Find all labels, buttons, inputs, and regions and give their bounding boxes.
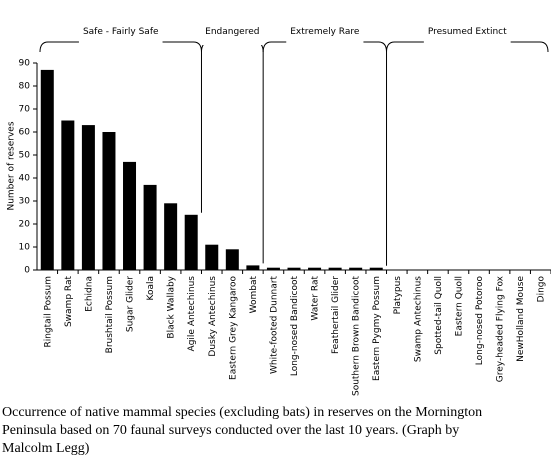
bar	[81, 125, 95, 270]
x-tick-label: Black Wallaby	[167, 275, 177, 338]
x-tick-label: Platypus	[393, 276, 403, 315]
bar	[266, 267, 280, 270]
x-tick-label: White-footed Dunnart	[269, 276, 279, 374]
x-tick-label: Feathertail Glider	[331, 276, 341, 354]
y-tick-label: 70	[19, 105, 31, 115]
bar	[246, 265, 260, 270]
bar	[225, 249, 239, 270]
x-tick-label: Eastern Quoll	[454, 276, 464, 336]
x-tick-label: NewHolland Mouse	[516, 276, 526, 362]
x-tick-label: Spotted-tail Quoll	[434, 276, 444, 355]
x-tick-label: Eastern Pygmy Possum	[372, 276, 382, 381]
x-tick-label: Echidna	[84, 276, 94, 312]
x-tick-label: Agile Antechinus	[187, 276, 197, 352]
bar	[61, 120, 75, 270]
x-tick-label: Water Rat	[311, 276, 321, 321]
y-axis-label: Number of reserves	[7, 121, 17, 210]
y-tick-label: 80	[19, 82, 31, 92]
x-tick-label: Sugar Glider	[126, 276, 136, 332]
group-label: Endangered	[205, 27, 259, 37]
bar	[40, 69, 54, 271]
x-tick-label: Southern Brown Bandicoot	[352, 276, 362, 396]
y-tick-label: 60	[19, 128, 31, 138]
y-tick-label: 40	[19, 174, 31, 184]
group-label-bg	[423, 39, 511, 45]
x-tick-label: Dusky Antechinus	[208, 276, 218, 357]
x-tick-label: Wombat	[249, 276, 259, 314]
x-tick-label: Grey-headed Flying Fox	[496, 275, 506, 382]
x-tick-label: Swamp Rat	[64, 276, 74, 328]
x-tick-label: Ringtail Possum	[43, 276, 53, 348]
bar	[164, 203, 178, 270]
caption-line: Peninsula based on 70 faunal surveys con…	[2, 423, 459, 438]
y-tick-label: 50	[19, 151, 31, 161]
bar	[184, 214, 198, 270]
group-label-bg	[286, 39, 364, 45]
bar	[205, 244, 219, 270]
group-label: Presumed Extinct	[428, 27, 507, 37]
bar	[308, 267, 322, 270]
x-tick-label: Eastern Grey Kangaroo	[228, 276, 238, 380]
group-label: Safe - Fairly Safe	[83, 27, 159, 37]
y-tick-label: 10	[19, 243, 31, 253]
bar	[123, 161, 137, 270]
y-tick-label: 20	[19, 220, 31, 230]
y-tick-label: 0	[24, 266, 30, 276]
bar	[369, 267, 383, 270]
caption-line: Occurrence of native mammal species (exc…	[2, 405, 482, 420]
x-tick-label: Koala	[146, 276, 156, 301]
bar	[349, 267, 363, 270]
bar	[143, 184, 157, 270]
x-tick-label: Long-nosed Potoroo	[475, 276, 485, 366]
group-label-bg	[201, 39, 264, 45]
bar	[287, 267, 301, 270]
x-tick-label: Swamp Antechinus	[413, 276, 423, 362]
caption-line: Malcolm Legg)	[2, 441, 90, 456]
group-label-bg	[78, 39, 163, 45]
bar	[102, 132, 116, 270]
x-tick-label: Long-nosed Bandicoot	[290, 276, 300, 377]
y-tick-label: 30	[19, 197, 31, 207]
x-tick-label: Brushtail Possum	[105, 276, 115, 353]
x-tick-label: Dingo	[537, 276, 547, 303]
group-label: Extremely Rare	[290, 27, 360, 37]
bar	[328, 267, 342, 270]
y-tick-label: 90	[19, 59, 31, 69]
